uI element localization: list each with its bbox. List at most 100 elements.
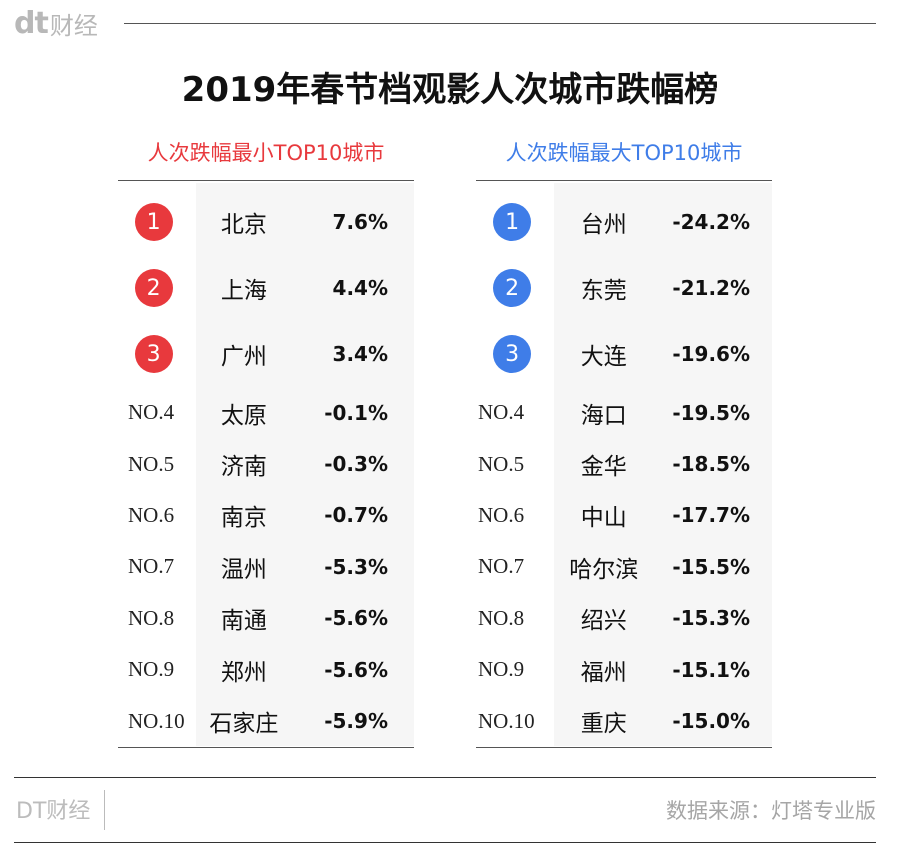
rank-cell: NO.5 xyxy=(118,452,189,477)
city-name: 大连 xyxy=(580,344,627,370)
rank-cell: 2 xyxy=(118,269,189,307)
table-row: 1 北京 7.6% xyxy=(118,189,414,255)
rank-label: NO.8 xyxy=(128,605,175,630)
city-name: 福州 xyxy=(580,659,627,686)
rank-cell: NO.7 xyxy=(118,554,189,579)
table-row: 1 台州 -24.2% xyxy=(476,189,772,255)
change-value: 3.4% xyxy=(332,342,388,366)
city-name: 郑州 xyxy=(220,659,267,686)
city-name: 上海 xyxy=(220,278,267,304)
city-name: 南通 xyxy=(220,608,267,635)
table-row: NO.6 中山 -17.7% xyxy=(476,490,772,541)
city-name: 台州 xyxy=(580,212,627,238)
table-title: 人次跌幅最大TOP10城市 xyxy=(505,141,743,165)
city-name: 济南 xyxy=(220,454,267,481)
change-value: -17.7% xyxy=(672,503,750,528)
table-top-rule xyxy=(476,180,772,181)
change-value: 7.6% xyxy=(332,210,388,234)
rank-cell: NO.9 xyxy=(118,657,189,682)
table-row: NO.4 太原 -0.1% xyxy=(118,387,414,438)
table-row: NO.10 重庆 -15.0% xyxy=(476,695,772,746)
page-title: 2019年春节档观影人次城市跌幅榜 xyxy=(181,70,719,110)
rank-cell: NO.5 xyxy=(476,452,548,477)
change-value: -0.7% xyxy=(324,503,388,528)
city-name: 石家庄 xyxy=(209,711,279,738)
table-rows: 1 台州 -24.2% 2 东莞 -21.2% 3 大连 -19.6% NO.4 海口 -19.5% N… xyxy=(476,189,772,747)
brand-logo-mark: dt xyxy=(14,5,49,41)
change-value: -15.1% xyxy=(672,657,750,682)
table-row: NO.9 福州 -15.1% xyxy=(476,644,772,695)
change-value: -19.6% xyxy=(672,342,750,366)
change-value: -21.2% xyxy=(672,276,750,300)
rank-cell: 3 xyxy=(476,335,548,373)
rank-cell: NO.6 xyxy=(118,503,189,528)
footer-brand: DT财经 xyxy=(16,799,91,824)
change-value: -18.5% xyxy=(672,452,750,477)
change-value: -5.3% xyxy=(324,554,388,579)
city-name: 南京 xyxy=(220,505,267,532)
city-column-background xyxy=(196,183,414,746)
rank-label: NO.6 xyxy=(478,502,525,527)
table-row: NO.4 海口 -19.5% xyxy=(476,387,772,438)
footer-divider xyxy=(104,790,105,830)
change-value: -19.5% xyxy=(672,400,750,425)
city-name: 绍兴 xyxy=(580,608,627,635)
table-row: NO.6 南京 -0.7% xyxy=(118,490,414,541)
rank-cell: NO.9 xyxy=(476,657,548,682)
rank-label: NO.6 xyxy=(128,502,175,527)
data-source: 数据来源：灯塔专业版 xyxy=(666,799,876,823)
city-name: 温州 xyxy=(220,556,267,583)
table-row: 3 大连 -19.6% xyxy=(476,321,772,387)
table-smallest-decline: 人次跌幅最小TOP10城市 1 北京 7.6% 2 上海 4.4% 3 广州 3.4% NO.4 太… xyxy=(118,140,414,748)
rank-cell: 2 xyxy=(476,269,548,307)
change-value: -24.2% xyxy=(672,210,750,234)
rank-label: NO.9 xyxy=(128,657,175,682)
rank-label: NO.4 xyxy=(478,400,525,425)
city-name: 中山 xyxy=(580,505,627,532)
change-value: -0.3% xyxy=(324,452,388,477)
rank-cell: 3 xyxy=(118,335,189,373)
rank-cell: NO.7 xyxy=(476,554,548,579)
brand-logo: dt 财经 xyxy=(14,5,98,41)
table-title: 人次跌幅最小TOP10城市 xyxy=(147,141,385,165)
table-row: NO.7 温州 -5.3% xyxy=(118,541,414,592)
change-value: -5.9% xyxy=(324,709,388,734)
table-largest-decline: 人次跌幅最大TOP10城市 1 台州 -24.2% 2 东莞 -21.2% 3 大连 -19.6… xyxy=(476,140,772,748)
rank-badge: 1 xyxy=(134,203,173,241)
rank-label: NO.4 xyxy=(128,400,175,425)
rank-cell: NO.8 xyxy=(118,606,189,631)
table-rows: 1 北京 7.6% 2 上海 4.4% 3 广州 3.4% NO.4 太原 -0.1% NO.5 济南 -0… xyxy=(118,189,414,747)
rank-label: NO.8 xyxy=(478,605,525,630)
city-name: 重庆 xyxy=(580,711,627,738)
change-value: -15.3% xyxy=(672,606,750,631)
city-name: 广州 xyxy=(220,344,267,370)
rank-badge: 3 xyxy=(134,335,173,373)
change-value: 4.4% xyxy=(332,276,388,300)
change-value: -5.6% xyxy=(324,606,388,631)
change-value: -5.6% xyxy=(324,657,388,682)
table-bottom-rule xyxy=(476,746,772,748)
rank-label: NO.7 xyxy=(478,554,525,579)
rank-label: NO.5 xyxy=(128,451,175,476)
rank-cell: NO.8 xyxy=(476,606,548,631)
table-row: NO.5 济南 -0.3% xyxy=(118,438,414,489)
rank-cell: 1 xyxy=(476,203,548,241)
table-row: NO.9 郑州 -5.6% xyxy=(118,644,414,695)
rank-cell: NO.4 xyxy=(118,400,189,425)
brand-logo-text: 财经 xyxy=(49,11,98,40)
header-divider xyxy=(124,23,876,24)
table-row: NO.8 南通 -5.6% xyxy=(118,593,414,644)
rank-badge: 2 xyxy=(134,269,173,307)
rank-badge: 2 xyxy=(493,269,532,307)
rank-cell: NO.10 xyxy=(118,709,189,734)
rank-badge: 1 xyxy=(493,203,532,241)
change-value: -0.1% xyxy=(324,400,388,425)
footer-bottom-rule xyxy=(14,842,876,843)
rank-label: NO.10 xyxy=(478,708,535,733)
city-name: 太原 xyxy=(220,402,267,429)
table-row: NO.10 石家庄 -5.9% xyxy=(118,695,414,746)
rank-cell: NO.6 xyxy=(476,503,548,528)
table-row: NO.7 哈尔滨 -15.5% xyxy=(476,541,772,592)
table-row: 2 上海 4.4% xyxy=(118,255,414,321)
rank-label: NO.10 xyxy=(128,708,185,733)
